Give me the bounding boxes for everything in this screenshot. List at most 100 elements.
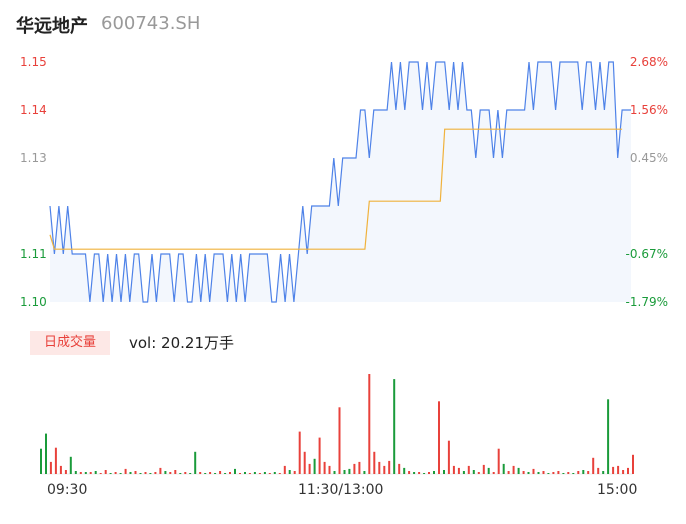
volume-bar	[452, 465, 455, 474]
volume-bar	[40, 448, 42, 474]
volume-bar	[104, 470, 107, 474]
x-tick-label: 09:30	[47, 482, 88, 498]
volume-bar	[174, 470, 177, 474]
volume-bar	[283, 465, 286, 474]
volume-bar	[169, 472, 172, 474]
volume-bar	[328, 465, 331, 474]
y-tick-label: 1.14	[20, 103, 47, 117]
volume-bar	[373, 451, 376, 474]
volume-bar	[487, 467, 490, 474]
y-tick-label: 1.15	[20, 55, 47, 69]
volume-bar	[507, 471, 510, 474]
volume-bar	[612, 466, 615, 474]
volume-bar	[308, 463, 311, 474]
volume-bar	[248, 473, 251, 474]
volume-bar	[89, 472, 92, 474]
volume-bar	[602, 471, 605, 474]
volume-bar	[502, 463, 505, 474]
volume-bar	[527, 472, 530, 474]
volume-bar	[224, 473, 227, 474]
volume-bar	[263, 472, 266, 474]
y-tick-label: 1.10	[20, 295, 47, 309]
volume-bar	[134, 471, 137, 474]
volume-bar	[617, 465, 620, 474]
volume-tag[interactable]: 日成交量	[30, 331, 110, 355]
volume-bar	[408, 471, 411, 474]
volume-bar	[547, 473, 550, 474]
volume-bar	[557, 471, 560, 474]
volume-bar	[433, 471, 435, 474]
volume-bar	[214, 473, 217, 474]
volume-value: vol: 20.21万手	[129, 334, 234, 352]
volume-bar	[69, 456, 72, 474]
volume-bar	[298, 431, 301, 474]
volume-bar	[139, 473, 142, 474]
volume-bar	[204, 473, 207, 474]
volume-bar	[109, 473, 112, 474]
x-tick-label: 15:00	[597, 482, 638, 498]
volume-bar	[229, 472, 231, 474]
volume-bar	[49, 461, 52, 474]
price-line	[49, 61, 631, 303]
volume-bar	[54, 447, 57, 474]
volume-bar	[607, 399, 610, 474]
volume-bar	[418, 472, 421, 474]
volume-bar	[393, 379, 396, 474]
volume-bar	[74, 471, 77, 474]
volume-bar	[278, 473, 281, 474]
volume-bar	[497, 448, 500, 474]
volume-bar	[467, 465, 470, 474]
volume-bar	[303, 451, 306, 474]
volume-bar	[343, 470, 346, 474]
volume-bar	[59, 465, 62, 474]
volume-bar	[114, 472, 117, 474]
volume-bar	[149, 473, 152, 474]
volume-bar	[378, 461, 381, 474]
volume-bar	[244, 472, 246, 474]
volume-bar	[577, 471, 580, 474]
volume-bar	[482, 464, 485, 474]
stock-name: 华远地产	[16, 16, 88, 37]
volume-bar	[358, 461, 361, 474]
pct-tick-label: 1.56%	[629, 103, 668, 117]
volume-bar	[99, 473, 102, 474]
volume-bar	[184, 472, 187, 474]
volume-bar	[632, 454, 634, 474]
volume-bar	[84, 472, 87, 474]
volume-bar	[219, 471, 222, 474]
volume-bar	[403, 467, 406, 474]
y-tick-label: 1.11	[20, 247, 47, 261]
volume-bar	[353, 463, 356, 474]
pct-tick-label: 0.45%	[629, 151, 668, 165]
volume-bar	[592, 457, 595, 474]
volume-bar	[179, 473, 182, 474]
volume-bar	[333, 471, 336, 474]
volume-bar	[443, 470, 445, 474]
volume-bar	[462, 471, 465, 474]
volume-bar	[492, 472, 495, 474]
volume-bar	[413, 472, 416, 474]
volume-bar	[383, 465, 386, 474]
volume-bar	[597, 467, 600, 474]
volume-bar	[537, 472, 540, 474]
volume-bar	[447, 440, 450, 474]
volume-bar	[522, 471, 525, 474]
volume-bar	[159, 467, 162, 474]
volume-bar	[318, 437, 321, 474]
volume-bar	[253, 472, 256, 474]
volume-bar	[428, 472, 430, 474]
volume-bar	[567, 472, 570, 474]
volume-bar	[542, 471, 545, 474]
volume-bar	[164, 471, 167, 474]
volume-bar	[532, 468, 535, 474]
volume-bar	[258, 473, 261, 474]
volume-bar	[234, 468, 236, 474]
volume-bar	[622, 470, 625, 474]
volume-bar	[472, 470, 475, 474]
volume-bar	[199, 472, 202, 474]
volume-bar	[79, 472, 82, 474]
volume-bar	[512, 465, 515, 474]
volume-bar	[348, 468, 351, 474]
volume-bar	[323, 461, 326, 474]
